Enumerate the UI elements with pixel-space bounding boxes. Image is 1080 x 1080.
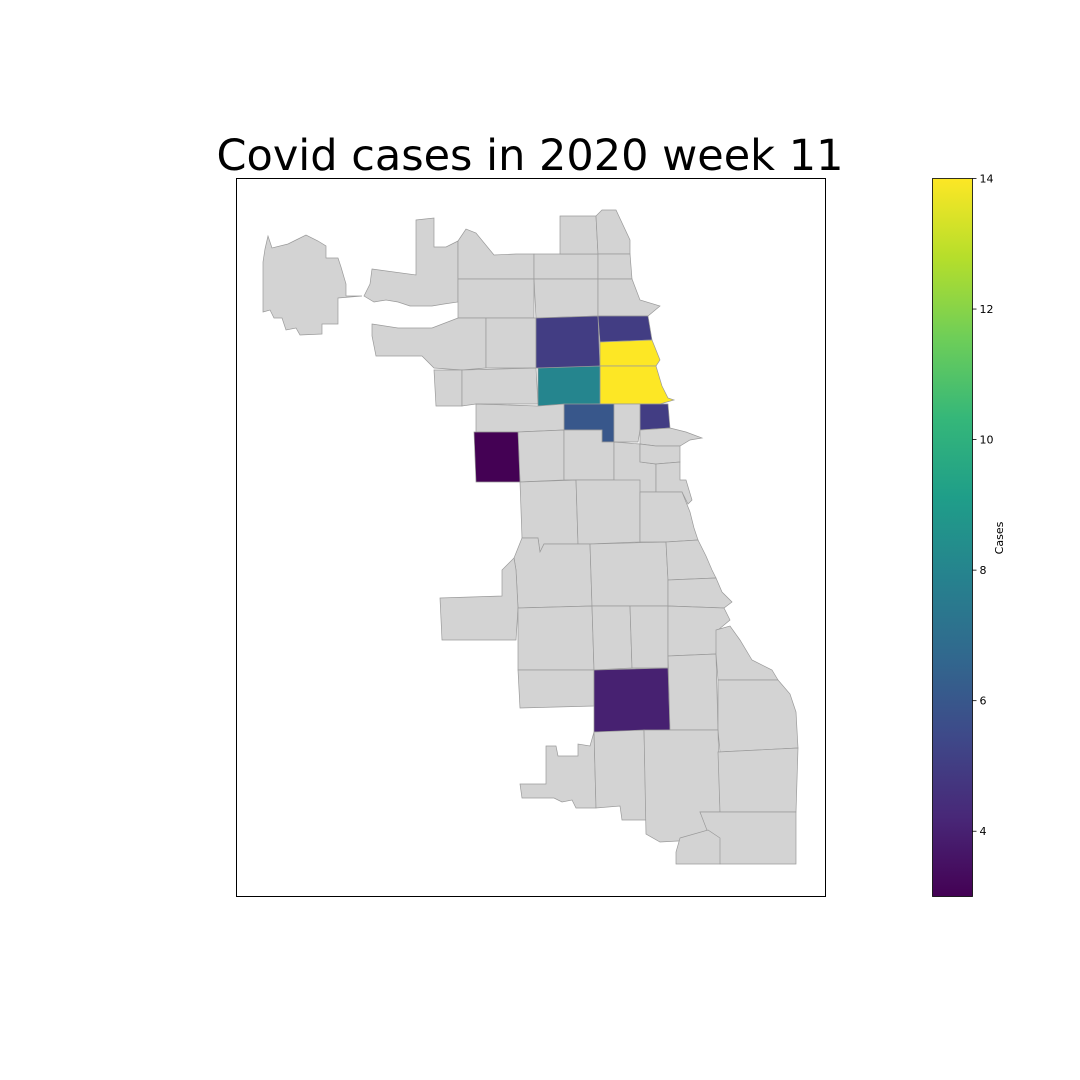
region-northwest-3 [457,278,535,319]
region-north-central [537,365,601,407]
region-far-north-1 [533,253,599,280]
region-near-south-2 [639,443,681,465]
region-far-south-2 [593,729,647,821]
map-regions [262,209,799,865]
region-west-side [473,431,521,483]
region-southwest-4 [513,537,593,609]
region-near-north-2 [613,403,641,443]
region-north-lakefront-a [599,339,661,367]
region-south-14 [667,653,719,731]
region-south-9 [591,605,633,671]
region-far-north-4 [597,253,633,280]
colorbar-label: Cases [993,521,1006,554]
region-far-south-6 [675,829,721,865]
colorbar-ticks: 4 6 8 10 12 14 [972,173,994,838]
region-south-central [593,667,671,733]
region-far-north-5 [533,278,599,319]
colorbar-tick-label: 10 [980,434,994,447]
map-axes [236,178,826,897]
colorbar-tick-label: 12 [980,303,994,316]
region-far-north-2 [559,215,599,255]
region-south-16 [717,679,799,753]
region-southwest-2 [575,479,641,545]
region-southwest-5 [589,541,669,607]
colorbar-tick-label: 14 [980,173,994,186]
region-south-15 [715,625,779,681]
region-northwest-4 [371,317,487,371]
region-southwest-7 [439,557,519,641]
colorbar-tick-label: 4 [980,825,987,838]
region-far-south-1 [519,731,597,809]
region-far-south-4 [717,747,799,813]
region-near-west-1 [475,403,565,433]
region-near-north-lakefront [639,403,671,431]
colorbar-gradient [932,178,973,897]
region-north-inner-east [597,315,653,343]
region-south-13 [517,669,595,709]
region-south-10 [629,605,669,669]
region-southwest-8 [517,605,595,671]
region-northwest-1 [363,217,459,307]
region-northwest-5 [485,317,537,369]
region-south-3 [639,491,699,543]
region-ohare [262,234,363,336]
colorbar-tick-label: 6 [980,695,987,708]
colorbar: 4 6 8 10 12 14 Cases [932,173,1006,897]
region-northwest-6 [433,369,463,407]
region-west-side-2 [517,429,565,483]
map-title: Covid cases in 2020 week 11 [217,131,844,181]
colorbar-tick-label: 8 [980,564,987,577]
region-north-inner-west [535,315,601,369]
region-northwest-7 [461,367,539,407]
